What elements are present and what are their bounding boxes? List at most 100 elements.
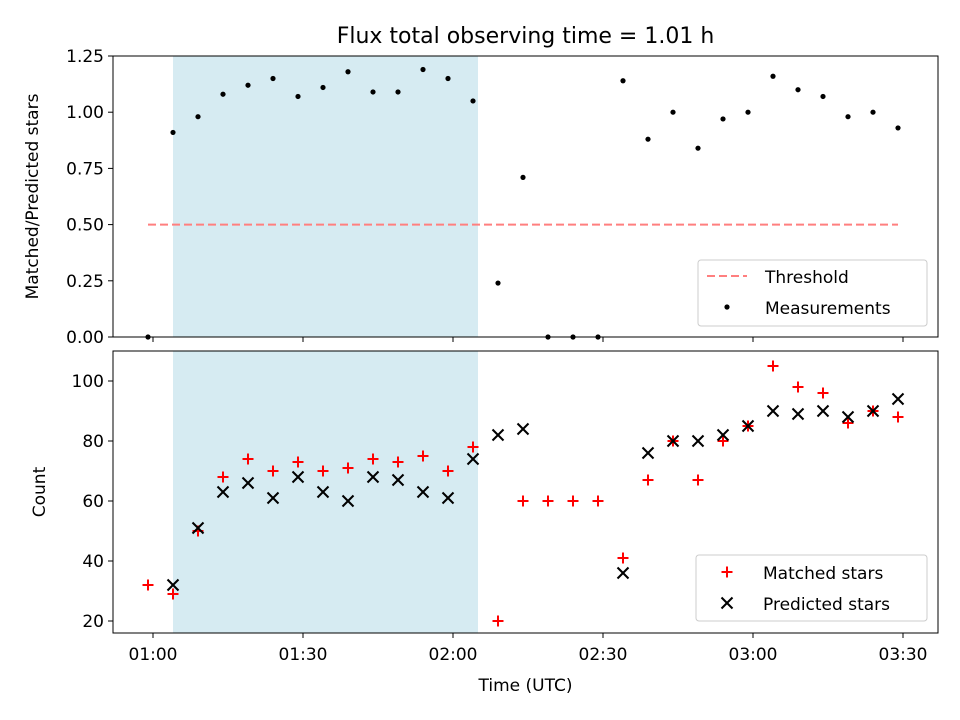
- matched-star-point: [792, 381, 804, 393]
- measurement-point: [345, 69, 351, 75]
- x-tick-label: 01:30: [279, 645, 328, 665]
- bottom-y-tick-label: 60: [82, 492, 104, 512]
- measurement-point: [170, 129, 176, 136]
- measurement-points: [145, 66, 901, 340]
- bottom-shaded-interval: [173, 351, 478, 633]
- measurement-point: [445, 75, 451, 82]
- matched-star-point: [767, 360, 779, 372]
- legend-threshold-label: Threshold: [764, 268, 849, 288]
- bottom-y-tick-label: 100: [72, 372, 104, 392]
- bottom-y-tick-label: 20: [82, 612, 104, 632]
- bottom-y-tick-label: 40: [82, 552, 104, 572]
- top-y-tick-label: 0.25: [66, 272, 104, 292]
- measurement-point: [870, 109, 876, 115]
- predicted-star-point: [191, 521, 205, 535]
- measurement-point: [245, 82, 251, 88]
- predicted-star-point: [616, 566, 630, 580]
- top-shaded-interval: [173, 56, 478, 337]
- measurement-point: [295, 93, 301, 100]
- predicted-star-point: [816, 404, 830, 418]
- predicted-star-point: [716, 428, 730, 442]
- bottom-x-ticks: 01:00 01:30 02:00 02:30 03:00 03:30: [129, 633, 928, 665]
- measurement-point: [270, 75, 276, 82]
- x-tick-label: 03:30: [879, 645, 928, 665]
- x-tick-label: 03:00: [729, 645, 778, 665]
- matched-star-point: [692, 474, 704, 486]
- bottom-legend-box: [695, 554, 928, 622]
- top-y-ticks: 0.00 0.25 0.50 0.75 1.00 1.25: [66, 47, 113, 348]
- predicted-star-point: [291, 470, 305, 484]
- matched-star-point: [842, 417, 854, 429]
- top-chart-title: Flux total observing time = 1.01 h: [337, 24, 715, 49]
- matched-star-point: [442, 465, 454, 477]
- bottom-y-tick-label: 80: [82, 432, 104, 452]
- predicted-star-point: [466, 452, 480, 466]
- matched-star-point: [392, 456, 404, 468]
- predicted-star-point: [316, 485, 330, 499]
- matched-star-point: [292, 456, 304, 468]
- predicted-star-point: [416, 485, 430, 499]
- matched-star-point: [617, 552, 629, 564]
- legend-matched-label: Matched stars: [763, 564, 883, 584]
- predicted-stars-points: [166, 392, 905, 592]
- measurement-point: [195, 114, 201, 120]
- matched-star-point: [717, 435, 729, 447]
- measurement-point: [670, 109, 676, 115]
- matched-star-point: [217, 471, 229, 483]
- measurement-point: [470, 98, 476, 104]
- measurement-point: [695, 145, 701, 151]
- predicted-star-point: [216, 485, 230, 499]
- top-x-ticks: [152, 337, 904, 342]
- measurement-point: [395, 89, 401, 95]
- top-legend: Threshold Measurements: [697, 259, 928, 327]
- predicted-star-point: [691, 434, 705, 448]
- matched-star-point: [817, 387, 829, 399]
- top-panel: 0.00 0.25 0.50 0.75 1.00 1.25 Flux total obse…: [23, 24, 939, 348]
- matched-star-point: [142, 579, 154, 591]
- legend-measurements-swatch: [724, 304, 730, 310]
- matched-star-point: [492, 615, 504, 627]
- matched-star-point: [242, 453, 254, 465]
- predicted-star-point: [866, 404, 880, 418]
- matched-star-point: [342, 462, 354, 474]
- bottom-axes-frame: [112, 350, 939, 634]
- legend-predicted-swatch: [720, 596, 734, 610]
- matched-star-point: [167, 588, 179, 600]
- matched-star-point: [567, 495, 579, 507]
- measurement-point: [845, 114, 851, 120]
- top-y-tick-label: 1.00: [66, 103, 104, 123]
- predicted-star-point: [791, 407, 805, 421]
- matched-star-point: [317, 465, 329, 477]
- predicted-star-point: [516, 422, 530, 436]
- top-legend-box: [697, 259, 928, 327]
- measurement-point: [645, 136, 651, 142]
- legend-predicted-label: Predicted stars: [763, 595, 890, 615]
- legend-measurements-label: Measurements: [765, 299, 891, 319]
- matched-star-point: [517, 495, 529, 507]
- matched-star-point: [892, 411, 904, 423]
- measurement-point: [220, 91, 226, 97]
- measurement-point: [895, 125, 901, 131]
- x-axis-label: Time (UTC): [478, 676, 573, 696]
- bottom-panel: 20 40 60 80 100 01:00 01:30 02:00 02:30 03:00 03:…: [30, 350, 939, 696]
- legend-x-marker: [720, 596, 734, 610]
- top-y-tick-label: 0.75: [66, 159, 104, 179]
- bottom-legend: Matched stars Predicted stars: [695, 554, 928, 622]
- matched-star-point: [367, 453, 379, 465]
- top-y-tick-label: 0.00: [66, 328, 104, 348]
- predicted-star-point: [641, 446, 655, 460]
- measurement-point: [795, 87, 801, 93]
- predicted-star-point: [666, 434, 680, 448]
- matched-star-point: [267, 465, 279, 477]
- measurement-point: [495, 280, 501, 286]
- top-y-axis-label: Matched/Predicted stars: [23, 93, 43, 299]
- x-tick-label: 01:00: [129, 645, 178, 665]
- matched-star-point: [467, 441, 479, 453]
- matched-star-point: [642, 474, 654, 486]
- legend-plus-marker: [721, 566, 733, 578]
- matched-star-point: [592, 495, 604, 507]
- bottom-y-ticks: 20 40 60 80 100: [72, 372, 113, 632]
- measurement-point: [620, 78, 626, 84]
- top-y-tick-label: 0.50: [66, 216, 104, 236]
- measurement-point: [720, 116, 726, 122]
